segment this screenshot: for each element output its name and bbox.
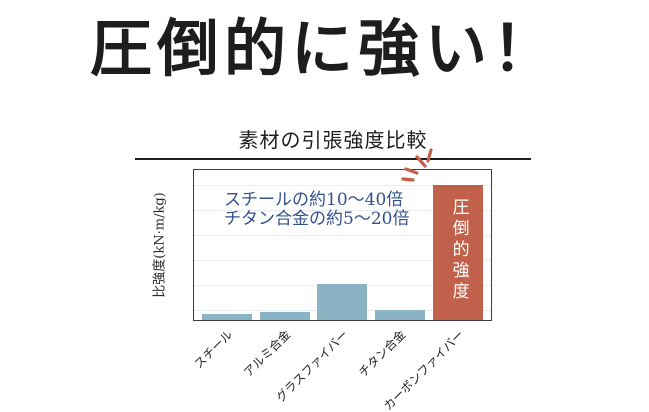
bars: 圧倒的強度 bbox=[194, 170, 491, 320]
annotation-line-2: チタン合金の約5～20倍 bbox=[224, 209, 410, 229]
title-underline bbox=[135, 158, 531, 160]
bar-3 bbox=[375, 310, 426, 320]
main-headline: 圧倒的に強い！ bbox=[89, 12, 559, 85]
plot-area: 圧倒的強度 スチールの約10～40倍 チタン合金の約5～20倍 bbox=[193, 148, 492, 321]
bar-4: 圧倒的強度 bbox=[433, 185, 484, 320]
y-axis-label: 比強度(kN·m/kg) bbox=[152, 192, 168, 298]
annotation-line-1: スチールの約10～40倍 bbox=[224, 190, 404, 210]
x-tick-label: カーボンファイバー bbox=[380, 327, 467, 412]
chart-title: 素材の引張強度比較 bbox=[238, 128, 428, 152]
x-tick-label: スチール bbox=[191, 327, 236, 372]
x-tick-label: グラスファイバー bbox=[273, 327, 351, 405]
bar-0 bbox=[201, 314, 252, 320]
gridline bbox=[194, 234, 491, 236]
bar-2 bbox=[317, 284, 368, 320]
emphasis-sparkle-icon bbox=[401, 148, 433, 182]
gridline bbox=[194, 209, 491, 211]
bar-1 bbox=[259, 311, 310, 320]
gridline bbox=[194, 184, 491, 186]
annotation-block: スチールの約10～40倍 チタン合金の約5～20倍 bbox=[224, 191, 409, 229]
x-tick-label: チタン合金 bbox=[356, 327, 409, 380]
x-tick-label: アルミ合金 bbox=[240, 327, 293, 380]
gridline bbox=[194, 259, 491, 261]
highlight-bar-label: 圧倒的強度 bbox=[448, 198, 469, 303]
